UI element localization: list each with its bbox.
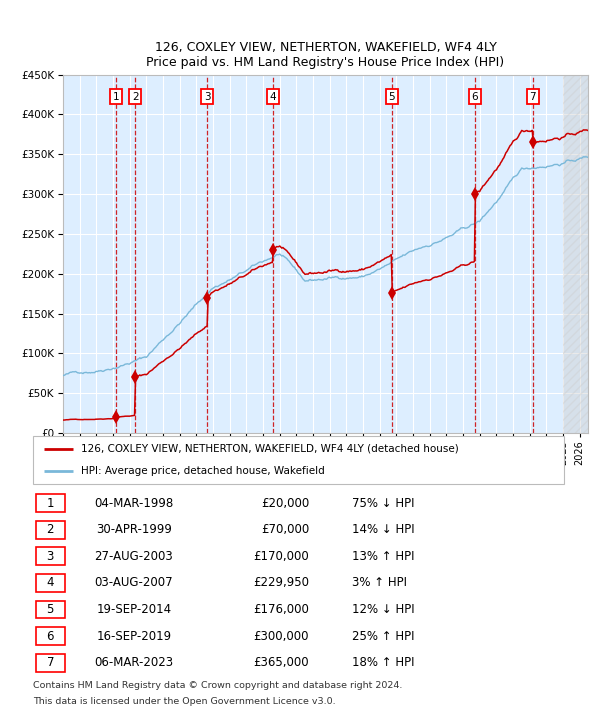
- Text: 25% ↑ HPI: 25% ↑ HPI: [352, 630, 414, 643]
- Text: 75% ↓ HPI: 75% ↓ HPI: [352, 497, 414, 510]
- Text: £170,000: £170,000: [253, 550, 309, 563]
- Text: 126, COXLEY VIEW, NETHERTON, WAKEFIELD, WF4 4LY (detached house): 126, COXLEY VIEW, NETHERTON, WAKEFIELD, …: [81, 444, 458, 454]
- FancyBboxPatch shape: [33, 436, 564, 484]
- Text: £176,000: £176,000: [253, 603, 309, 616]
- Text: 4: 4: [47, 577, 54, 589]
- Text: 7: 7: [47, 656, 54, 669]
- Text: 2: 2: [132, 92, 139, 102]
- FancyBboxPatch shape: [35, 521, 65, 539]
- FancyBboxPatch shape: [35, 601, 65, 618]
- Text: 7: 7: [529, 92, 536, 102]
- Text: 18% ↑ HPI: 18% ↑ HPI: [352, 656, 414, 669]
- Text: 5: 5: [388, 92, 395, 102]
- Text: £300,000: £300,000: [254, 630, 309, 643]
- Text: 13% ↑ HPI: 13% ↑ HPI: [352, 550, 414, 563]
- Text: 2: 2: [47, 523, 54, 536]
- FancyBboxPatch shape: [35, 547, 65, 565]
- Text: 30-APR-1999: 30-APR-1999: [96, 523, 172, 536]
- Text: 3: 3: [204, 92, 211, 102]
- Text: 3: 3: [47, 550, 54, 563]
- Text: 14% ↓ HPI: 14% ↓ HPI: [352, 523, 414, 536]
- Text: 16-SEP-2019: 16-SEP-2019: [97, 630, 172, 643]
- Text: 6: 6: [472, 92, 478, 102]
- Text: HPI: Average price, detached house, Wakefield: HPI: Average price, detached house, Wake…: [81, 466, 325, 476]
- Title: 126, COXLEY VIEW, NETHERTON, WAKEFIELD, WF4 4LY
Price paid vs. HM Land Registry': 126, COXLEY VIEW, NETHERTON, WAKEFIELD, …: [146, 41, 505, 69]
- Text: £229,950: £229,950: [253, 577, 309, 589]
- Text: 12% ↓ HPI: 12% ↓ HPI: [352, 603, 414, 616]
- Text: 1: 1: [47, 497, 54, 510]
- Text: 5: 5: [47, 603, 54, 616]
- FancyBboxPatch shape: [35, 654, 65, 672]
- Text: £365,000: £365,000: [253, 656, 309, 669]
- FancyBboxPatch shape: [35, 574, 65, 592]
- Text: 19-SEP-2014: 19-SEP-2014: [97, 603, 172, 616]
- Text: This data is licensed under the Open Government Licence v3.0.: This data is licensed under the Open Gov…: [33, 697, 335, 706]
- Text: £20,000: £20,000: [261, 497, 309, 510]
- Text: 4: 4: [269, 92, 276, 102]
- FancyBboxPatch shape: [35, 627, 65, 645]
- Text: 06-MAR-2023: 06-MAR-2023: [94, 656, 173, 669]
- Text: £70,000: £70,000: [261, 523, 309, 536]
- Text: 27-AUG-2003: 27-AUG-2003: [95, 550, 173, 563]
- Text: Contains HM Land Registry data © Crown copyright and database right 2024.: Contains HM Land Registry data © Crown c…: [33, 682, 403, 690]
- Text: 3% ↑ HPI: 3% ↑ HPI: [352, 577, 407, 589]
- Text: 04-MAR-1998: 04-MAR-1998: [94, 497, 173, 510]
- Text: 03-AUG-2007: 03-AUG-2007: [95, 577, 173, 589]
- Text: 1: 1: [113, 92, 119, 102]
- Bar: [563, 75, 588, 433]
- FancyBboxPatch shape: [35, 494, 65, 512]
- Text: 6: 6: [47, 630, 54, 643]
